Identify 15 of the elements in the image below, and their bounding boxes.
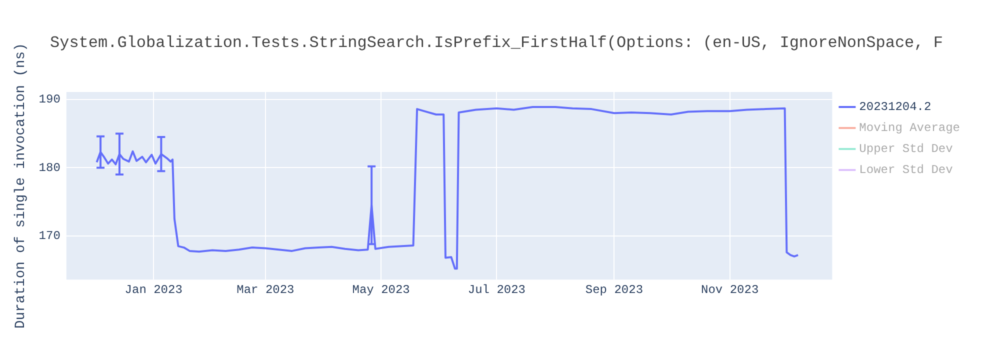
x-tick-label: May 2023	[352, 282, 410, 297]
x-tick-label: Jan 2023	[124, 282, 182, 297]
y-axis-title: Duration of single invocation (ns)	[13, 42, 30, 329]
y-tick-label: 180	[38, 160, 60, 175]
legend-label: 20231204.2	[859, 100, 932, 114]
x-tick-label: Jul 2023	[468, 282, 526, 297]
x-tick-label: Nov 2023	[701, 282, 759, 297]
chart-title: System.Globalization.Tests.StringSearch.IsPrefix_FirstHalf(Options: (en-US, IgnoreNonSpace, F	[50, 34, 943, 52]
legend-label: Upper Std Dev	[859, 142, 953, 156]
x-tick-label: Sep 2023	[585, 282, 644, 297]
legend-label: Moving Average	[859, 121, 960, 136]
y-tick-label: 190	[38, 92, 60, 107]
legend-label: Lower Std Dev	[859, 163, 953, 178]
x-tick-label: Mar 2023	[236, 282, 294, 297]
y-tick-label: 170	[38, 229, 60, 244]
